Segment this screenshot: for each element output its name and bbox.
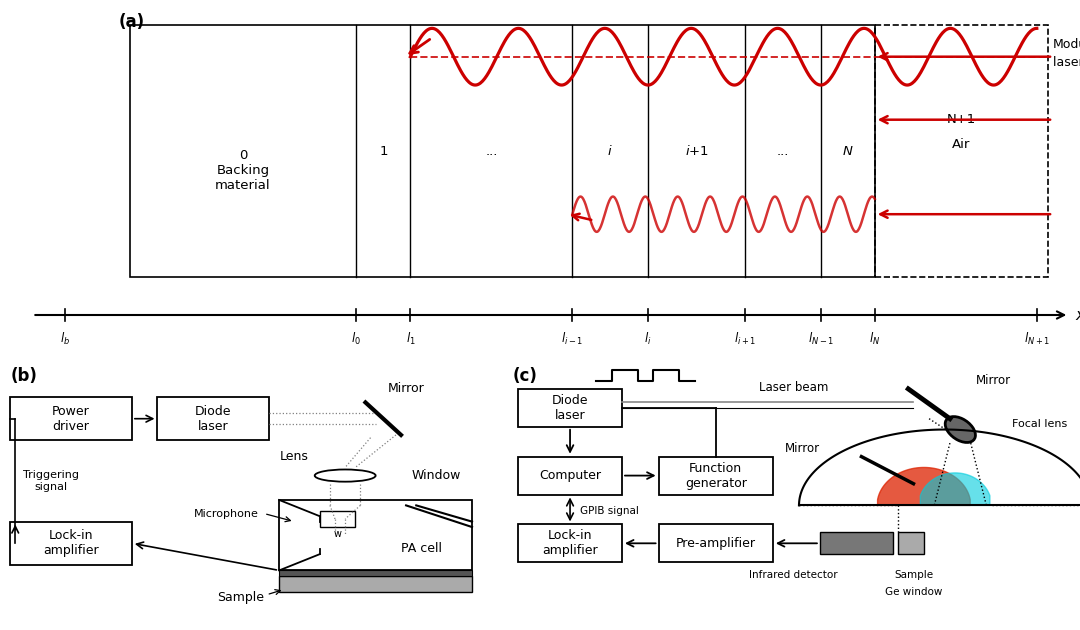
Text: $l_N$: $l_N$ [869, 331, 880, 347]
Bar [279, 500, 472, 570]
Text: $l_b$: $l_b$ [59, 331, 70, 347]
Text: ...: ... [485, 145, 498, 158]
Text: laser beam: laser beam [1053, 57, 1080, 69]
Bar [130, 25, 875, 277]
Text: (c): (c) [513, 367, 538, 385]
Text: 1: 1 [379, 145, 388, 158]
Bar [10, 397, 132, 440]
Text: $l_{N-1}$: $l_{N-1}$ [808, 331, 834, 347]
Bar [279, 570, 472, 576]
Text: Lock-in
amplifier: Lock-in amplifier [542, 529, 598, 558]
Bar [279, 576, 472, 592]
Polygon shape [920, 473, 990, 505]
Text: Window: Window [411, 469, 461, 482]
Bar [158, 397, 269, 440]
Text: $i$+1: $i$+1 [685, 144, 708, 158]
Text: (b): (b) [10, 367, 37, 385]
Bar [875, 25, 1048, 277]
Text: $l_0$: $l_0$ [351, 331, 362, 347]
Text: (a): (a) [119, 13, 145, 31]
Text: Air: Air [951, 139, 971, 151]
Text: Lens: Lens [280, 450, 309, 463]
Text: Modulated: Modulated [1053, 38, 1080, 50]
Text: PA cell: PA cell [401, 542, 442, 555]
Ellipse shape [314, 469, 376, 482]
Text: $i$: $i$ [607, 144, 613, 158]
Bar [820, 532, 893, 554]
Text: Mirror: Mirror [785, 442, 820, 455]
Text: Mirror: Mirror [388, 382, 424, 396]
Text: Microphone: Microphone [194, 508, 259, 518]
Text: $l_{i+1}$: $l_{i+1}$ [734, 331, 756, 347]
Bar [897, 532, 923, 554]
Bar [320, 511, 355, 527]
Text: GPIB signal: GPIB signal [580, 506, 639, 516]
Bar [518, 457, 622, 495]
Text: ...: ... [777, 145, 789, 158]
Text: Infrared detector: Infrared detector [750, 570, 838, 580]
Text: N+1: N+1 [946, 113, 976, 126]
Text: $l_i$: $l_i$ [645, 331, 651, 347]
Text: Function
generator: Function generator [685, 462, 746, 490]
Text: 0
Backing
material: 0 Backing material [215, 149, 271, 192]
Text: Laser beam: Laser beam [759, 381, 828, 394]
Text: $l_1$: $l_1$ [405, 331, 416, 347]
Text: $x$: $x$ [1075, 307, 1080, 323]
Bar [659, 524, 773, 563]
Text: Computer: Computer [539, 469, 602, 482]
Bar [659, 457, 773, 495]
Polygon shape [878, 467, 970, 505]
Bar [10, 522, 132, 565]
Text: Pre-amplifier: Pre-amplifier [676, 537, 756, 550]
Text: Triggering
signal: Triggering signal [23, 470, 79, 492]
Bar [518, 524, 622, 563]
Text: Ge window: Ge window [885, 587, 942, 597]
Text: Power
driver: Power driver [52, 404, 90, 433]
Text: Sample: Sample [894, 570, 933, 580]
Text: w: w [334, 529, 341, 539]
Ellipse shape [945, 416, 975, 442]
Text: $l_{i-1}$: $l_{i-1}$ [562, 331, 583, 347]
Text: Diode
laser: Diode laser [195, 404, 231, 433]
Text: Lock-in
amplifier: Lock-in amplifier [43, 529, 99, 558]
Text: $N$: $N$ [842, 145, 853, 158]
Text: Mirror: Mirror [976, 374, 1011, 387]
Text: Focal lens: Focal lens [1012, 419, 1068, 429]
Text: Sample: Sample [217, 591, 264, 604]
Text: $l_{N+1}$: $l_{N+1}$ [1024, 331, 1050, 347]
Text: Diode
laser: Diode laser [552, 394, 589, 422]
Bar [518, 389, 622, 427]
